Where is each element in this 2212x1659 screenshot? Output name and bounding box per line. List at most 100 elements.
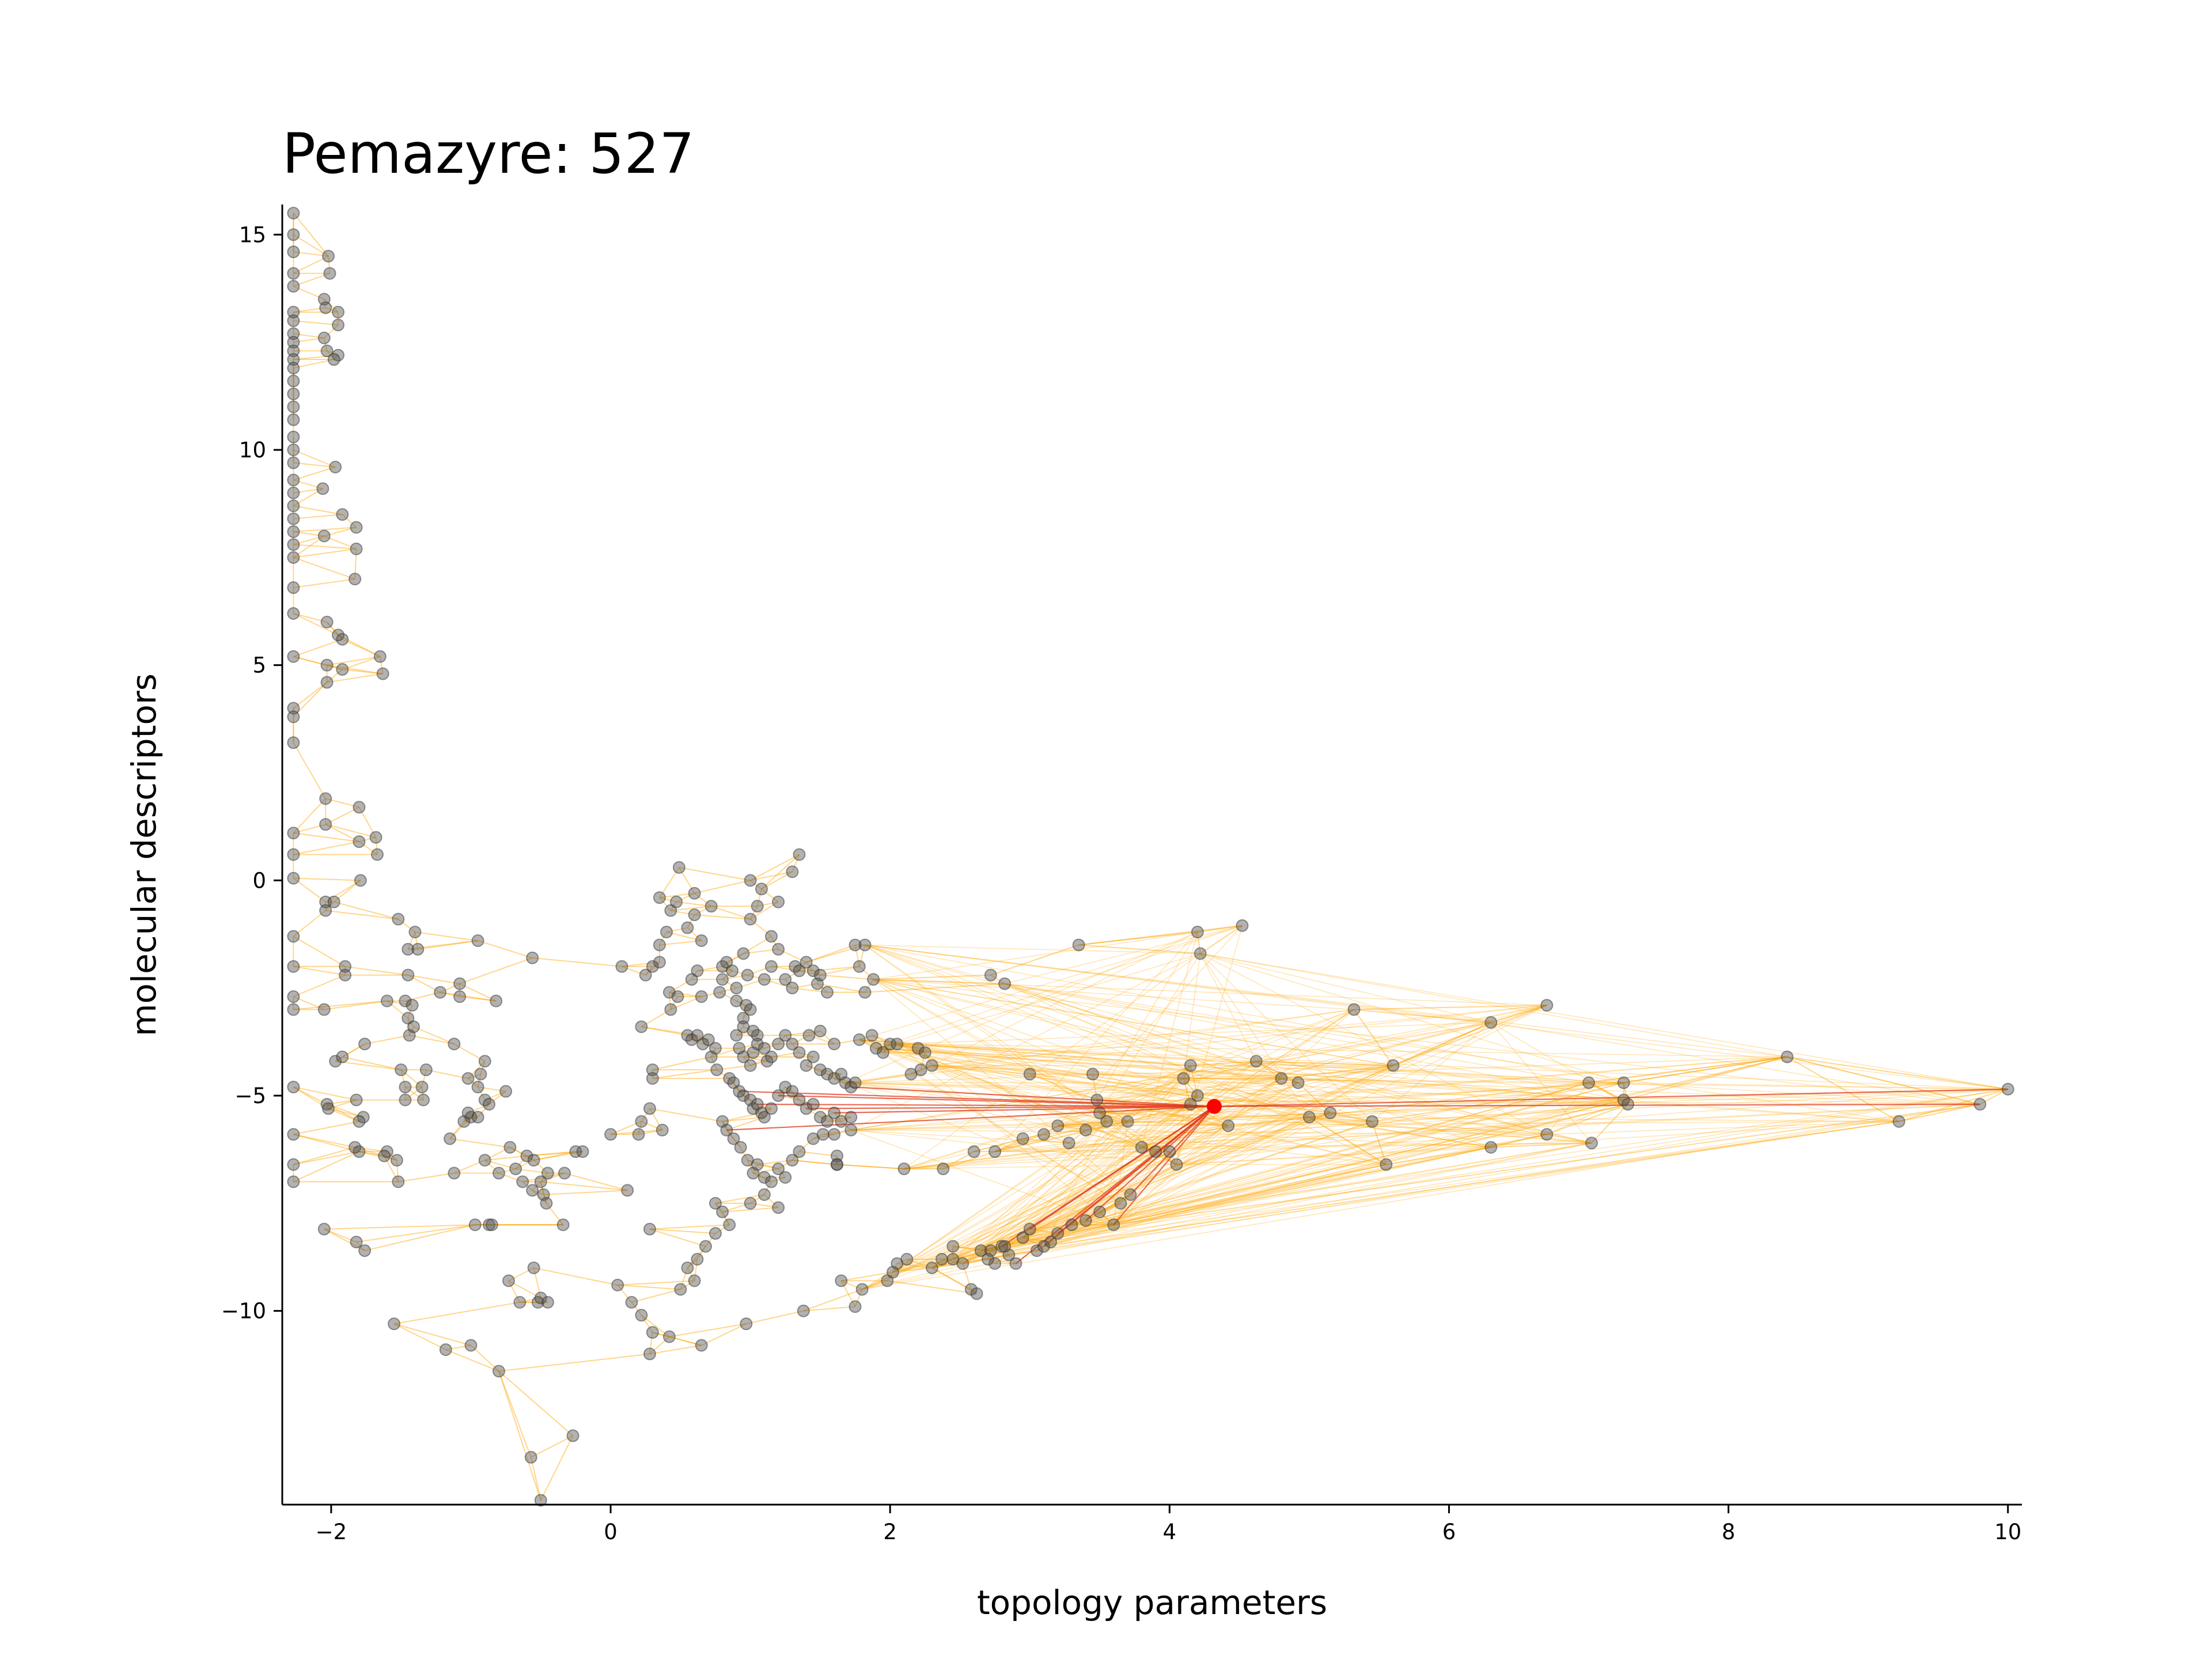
data-point [1079,1214,1092,1227]
edge-line [873,979,1628,1105]
edge-line [364,1224,475,1252]
highlight-edge [806,1105,1214,1109]
data-point [520,1149,533,1162]
data-point [1009,1257,1022,1270]
edge-line [920,1052,926,1070]
edge-line [1787,1056,1980,1105]
data-point [336,663,349,676]
edge-line [1004,983,1282,1079]
edge-line [1002,1089,2008,1247]
data-point [674,1283,687,1296]
edge-line [498,1168,516,1174]
edge-line [865,944,1624,1084]
data-point [524,1450,537,1464]
highlight-edge [1214,1103,1980,1107]
data-point [415,1081,429,1094]
edge-line [854,1289,863,1307]
data-point [1023,1222,1036,1236]
edge-line [293,359,334,369]
edge-line [1096,1009,1354,1101]
edge-line [1491,1022,1980,1105]
edge-line [736,1030,753,1036]
data-point [764,1102,778,1115]
edge-line [876,1048,1282,1079]
data-point [615,960,628,973]
edge-line [359,1151,385,1157]
data-point [1387,1059,1400,1072]
data-point [802,1029,816,1042]
edge-line [1004,983,1899,1122]
edge-line [1899,1103,1980,1122]
data-point [751,1158,764,1171]
data-point [287,430,300,444]
edge-line [904,1082,1624,1169]
edge-line [641,1108,650,1122]
edge-line [906,1259,933,1268]
edge-line [1022,1138,1069,1144]
edge-line [995,1104,1628,1152]
data-point [664,1003,677,1016]
edge-line [897,1043,918,1049]
edge-line [792,1160,838,1165]
data-point [317,1222,331,1236]
edge-line [749,918,772,937]
edge-line [747,965,772,976]
edge-line [747,1160,754,1173]
edge-line [820,1031,835,1045]
data-point [786,1154,799,1167]
edge-line [652,1069,717,1080]
edge-line [638,1121,642,1135]
edge-line [865,944,1373,1122]
edge-line [293,466,336,481]
data-point [350,1093,363,1107]
edge-line [850,953,1201,1131]
edge-line [1043,1121,1107,1247]
edge-line [1071,1078,1184,1225]
data-point [339,968,352,982]
edge-line [911,1065,933,1075]
edge-line [1085,1194,1131,1221]
edge-line [803,1289,863,1312]
edge-line [652,1332,670,1338]
edge-line [354,548,357,579]
data-point [534,1291,547,1305]
data-point [516,1175,529,1188]
data-point [1149,1145,1162,1158]
edge-line [691,970,698,980]
edge-line [862,1095,1198,1290]
edge-line [293,449,336,468]
edge-line [952,1065,1191,1260]
data-point [967,1145,980,1158]
edge-line [1022,1134,1044,1139]
edge-line [1197,925,1243,933]
edge-line [771,965,800,972]
edge-line [293,832,359,843]
edge-line [794,966,800,971]
data-point [1275,1072,1288,1085]
edge-line [974,1138,1023,1153]
data-point [869,1041,882,1055]
edge-line [1141,1142,1592,1148]
data-point [287,827,300,840]
edge-line [407,1017,414,1027]
edge-line [809,1035,835,1045]
edge-line [293,877,361,881]
data-point [369,831,382,844]
edge-line [1281,1078,1298,1084]
edge-line [1141,1104,1628,1148]
edge-line [952,1104,1191,1260]
edge-line [1176,1146,1491,1165]
edge-line [1141,931,1198,1147]
x-tick-label: 2 [883,1520,897,1544]
edge-line [543,1190,628,1195]
edge-line [771,1052,800,1058]
edge-line [836,1164,904,1170]
edge-line [338,634,343,640]
edge-line [845,931,1198,1084]
edge-line [941,1259,963,1264]
data-point [407,1020,421,1033]
data-point [793,964,806,978]
edge-line [778,949,807,963]
edge-line [904,1146,1142,1169]
data-point [727,1132,740,1145]
